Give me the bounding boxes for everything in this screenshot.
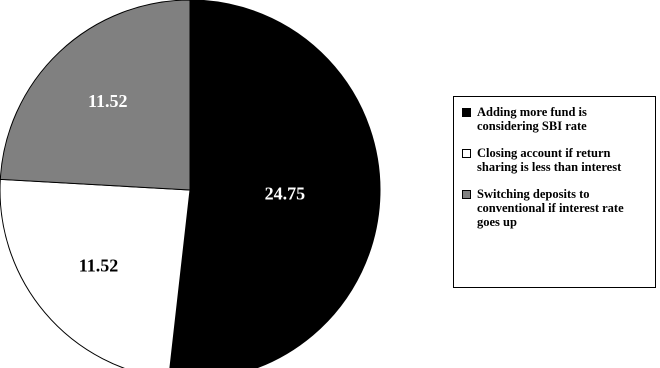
pie-slices [0,0,381,368]
legend-item-adding-more-fund: Adding more fund is considering SBI rate [462,105,649,133]
pie-slice-1 [0,178,191,368]
legend-swatch-gray [462,190,471,199]
pie-data-label-2: 11.52 [88,91,128,111]
pie-data-labels: 24.75 11.52 11.52 [79,91,305,275]
pie-data-label-0: 24.75 [265,183,306,203]
legend-swatch-black [462,108,471,117]
pie-data-label-1: 11.52 [79,255,119,275]
legend-swatch-white [462,149,471,158]
chart-legend: Adding more fund is considering SBI rate… [453,96,656,288]
legend-item-closing-account: Closing account if return sharing is les… [462,146,649,174]
pie-slice-2 [0,0,191,191]
legend-item-switching-deposits: Switching deposits to conventional if in… [462,187,649,229]
pie-chart: 24.75 11.52 11.52 [0,0,381,368]
legend-label: Switching deposits to conventional if in… [477,187,624,229]
legend-label: Closing account if return sharing is les… [477,146,622,174]
legend-label: Adding more fund is considering SBI rate [477,105,587,133]
pie-slice-0 [169,0,381,368]
